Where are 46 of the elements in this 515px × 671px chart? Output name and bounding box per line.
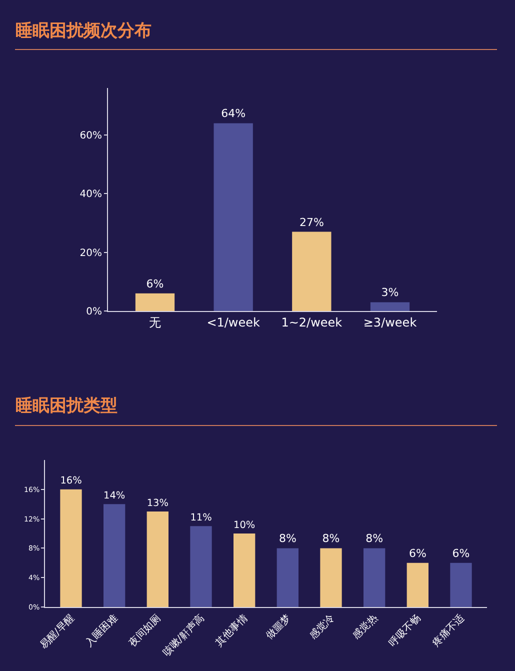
y-tick-label: 60% — [80, 130, 102, 142]
bar — [104, 504, 126, 607]
x-tick-label: 1~2/week — [281, 315, 342, 330]
bar — [276, 548, 298, 607]
data-label: 6% — [146, 277, 164, 290]
x-tick-label: 感觉冷 — [306, 612, 337, 642]
x-tick-label: 疼痛不适 — [430, 612, 467, 649]
bar — [60, 489, 82, 607]
data-label: 8% — [278, 532, 296, 546]
data-label: 6% — [408, 546, 426, 560]
data-label: 14% — [104, 490, 126, 502]
data-label: 27% — [299, 216, 324, 229]
data-label: 6% — [452, 546, 470, 560]
y-tick-label: 40% — [80, 189, 102, 200]
data-label: 13% — [146, 498, 168, 509]
data-label: 64% — [221, 107, 246, 120]
x-tick-label: 入睡困难 — [83, 612, 120, 649]
bar — [370, 302, 410, 311]
bar — [135, 293, 175, 311]
data-label: 8% — [322, 532, 340, 546]
x-tick-label: 易醒/早醒 — [38, 612, 77, 652]
x-tick-label: ≥3/week — [363, 315, 417, 330]
bar — [364, 548, 386, 607]
data-label: 3% — [381, 286, 399, 300]
bar — [234, 534, 256, 607]
y-tick-label: 20% — [80, 248, 102, 259]
x-tick-label: <1/week — [206, 315, 260, 330]
bar — [292, 232, 332, 311]
x-tick-label: 其他事情 — [213, 612, 250, 649]
chart-title: 睡眠困扰频次分布 — [15, 20, 152, 41]
data-label: 16% — [60, 476, 82, 487]
bar — [146, 511, 168, 607]
x-tick-label: 感觉热 — [350, 612, 380, 642]
bar — [214, 123, 253, 311]
bar — [450, 562, 472, 607]
x-tick-label: 呼吸不畅 — [386, 612, 424, 649]
y-tick-label: 0% — [86, 306, 102, 318]
data-label: 10% — [234, 520, 256, 531]
bar — [190, 526, 212, 607]
data-label: 11% — [190, 512, 212, 524]
x-tick-label: 无 — [149, 315, 161, 330]
chart-title: 睡眠困扰类型 — [15, 396, 118, 416]
x-tick-label: 做噩梦 — [264, 612, 294, 642]
bar — [320, 548, 342, 607]
bar — [406, 562, 428, 607]
data-label: 8% — [366, 532, 384, 546]
